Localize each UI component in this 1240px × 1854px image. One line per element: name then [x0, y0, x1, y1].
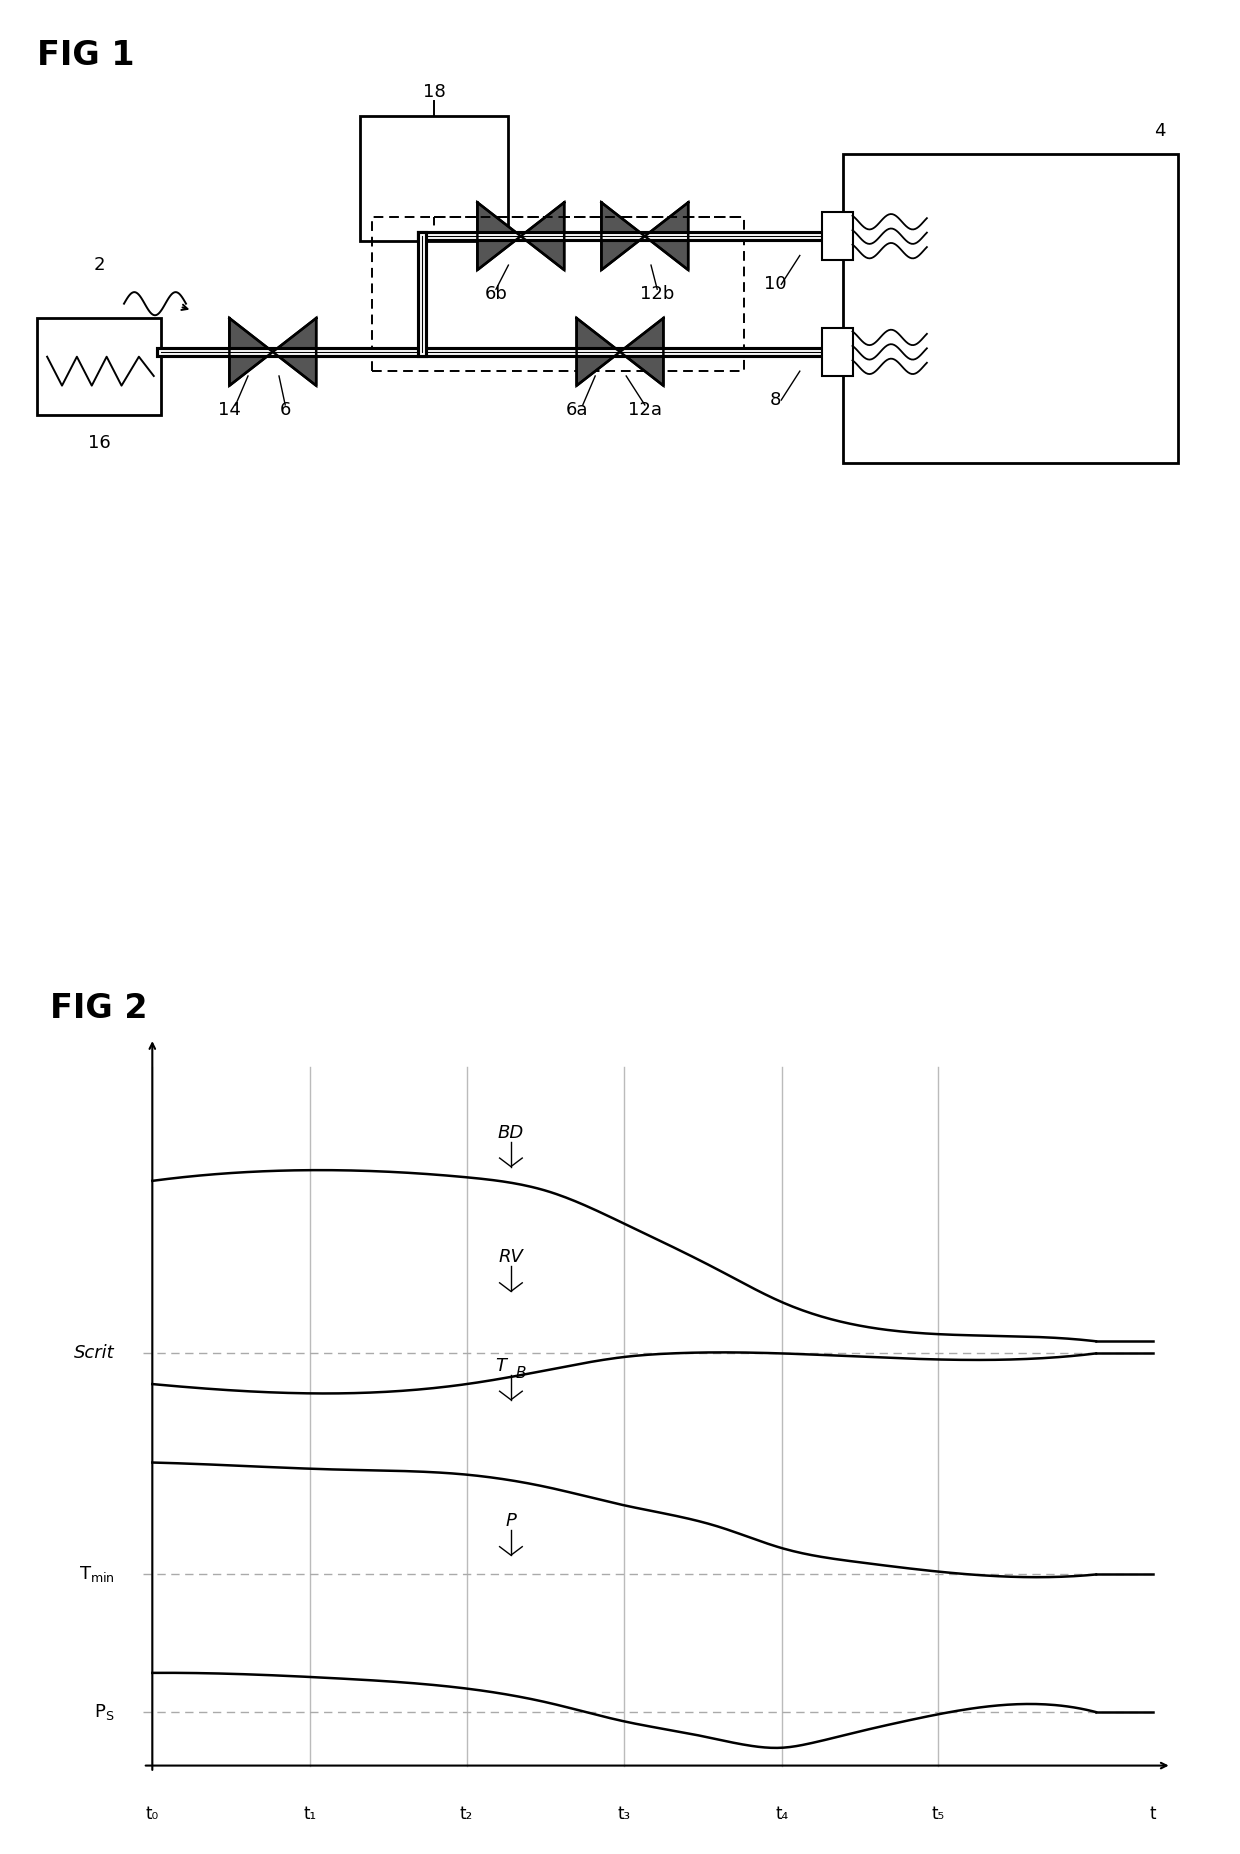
- Text: B: B: [516, 1366, 526, 1381]
- Text: 2: 2: [93, 256, 105, 274]
- Polygon shape: [477, 202, 521, 271]
- Text: t: t: [1149, 1804, 1156, 1822]
- Polygon shape: [577, 319, 620, 386]
- Text: t₃: t₃: [618, 1804, 631, 1822]
- Text: BD: BD: [497, 1124, 525, 1142]
- Text: 12a: 12a: [627, 400, 662, 419]
- Text: P: P: [506, 1513, 516, 1530]
- Polygon shape: [229, 319, 273, 386]
- Polygon shape: [273, 319, 316, 386]
- Text: t₀: t₀: [145, 1804, 159, 1822]
- Bar: [372, 217, 744, 371]
- Polygon shape: [645, 202, 688, 271]
- Polygon shape: [601, 202, 645, 271]
- Text: 4: 4: [1154, 122, 1166, 139]
- Text: T: T: [495, 1357, 506, 1376]
- Bar: [821, 328, 853, 376]
- Text: t₂: t₂: [460, 1804, 474, 1822]
- Text: 10: 10: [764, 274, 786, 293]
- Polygon shape: [521, 202, 564, 271]
- Polygon shape: [620, 319, 663, 386]
- Text: 14: 14: [218, 400, 241, 419]
- Text: FIG 2: FIG 2: [50, 992, 148, 1025]
- Bar: [843, 154, 1178, 463]
- Text: FIG 1: FIG 1: [37, 39, 135, 72]
- Bar: [37, 319, 161, 415]
- Text: 6a: 6a: [565, 400, 588, 419]
- Text: 18: 18: [423, 83, 445, 102]
- Text: 16: 16: [88, 434, 110, 452]
- Text: t₁: t₁: [304, 1804, 316, 1822]
- Bar: [360, 115, 508, 241]
- Text: t₅: t₅: [932, 1804, 945, 1822]
- Text: 6: 6: [279, 400, 291, 419]
- Text: RV: RV: [498, 1248, 523, 1266]
- Text: Scrit: Scrit: [74, 1344, 114, 1363]
- Text: P$_{\mathrm{S}}$: P$_{\mathrm{S}}$: [94, 1702, 114, 1722]
- Text: 8: 8: [769, 391, 781, 410]
- Text: 6b: 6b: [485, 286, 507, 302]
- Bar: [821, 211, 853, 260]
- Text: 12b: 12b: [640, 286, 675, 302]
- Text: t₄: t₄: [775, 1804, 789, 1822]
- Text: T$_{\mathrm{min}}$: T$_{\mathrm{min}}$: [78, 1565, 114, 1585]
